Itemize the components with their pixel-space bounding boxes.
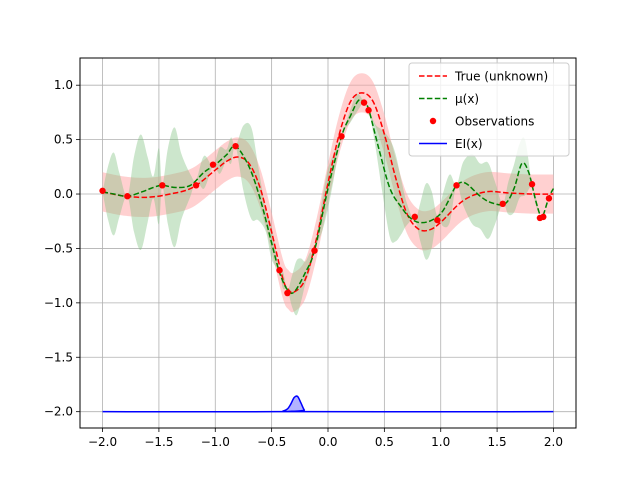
- observation-point: [284, 289, 291, 297]
- observation-point: [453, 182, 460, 189]
- x-tick-label: 1.0: [431, 435, 450, 449]
- true-function-line: [102, 92, 554, 294]
- series-lines: [102, 92, 555, 413]
- y-tick-label: −2.0: [44, 405, 73, 419]
- ei-line: [102, 395, 554, 413]
- observation-point: [124, 193, 131, 200]
- y-tick-label: −1.0: [44, 296, 73, 310]
- observation-point: [232, 142, 239, 150]
- legend-entry-observations: Observations: [455, 115, 534, 129]
- x-tick-label: −2.0: [88, 435, 117, 449]
- mu-line: [102, 98, 555, 295]
- axis-ticks: −2.0 −1.5 −1.0 −0.5 0.0 0.5 1.0 1.5 2.0 1.0 0.5 0.0…: [44, 78, 563, 449]
- y-tick-label: −1.5: [44, 350, 73, 364]
- observation-point: [411, 213, 418, 221]
- y-tick-label: 1.0: [54, 78, 73, 92]
- y-tick-label: −0.5: [44, 241, 73, 255]
- x-tick-label: −0.5: [257, 435, 286, 449]
- observation-point: [209, 161, 217, 168]
- observation-point: [365, 107, 372, 114]
- x-tick-label: 1.5: [488, 435, 507, 449]
- legend-box: [408, 62, 570, 157]
- observation-markers: [99, 99, 553, 297]
- observation-point: [99, 187, 106, 194]
- legend-entry-mu: μ(x): [455, 92, 479, 106]
- legend-entry-ei: EI(x): [455, 137, 483, 151]
- observation-point: [159, 182, 166, 189]
- x-tick-label: 0.5: [375, 435, 394, 449]
- x-tick-label: 2.0: [544, 435, 563, 449]
- mu-confidence-band: [102, 93, 554, 316]
- x-tick-label: −1.5: [144, 435, 173, 449]
- observation-point: [499, 200, 506, 208]
- observation-point: [338, 133, 345, 140]
- true-function-band: [102, 73, 554, 313]
- legend: True (unknown) μ(x) Observations EI(x): [408, 62, 570, 157]
- y-tick-label: 0.0: [54, 187, 73, 201]
- observation-point: [540, 213, 547, 221]
- observation-point: [276, 267, 283, 274]
- observation-point: [434, 216, 441, 224]
- y-tick-label: 0.5: [54, 133, 73, 147]
- observation-point: [528, 181, 536, 188]
- observation-point: [545, 195, 553, 202]
- confidence-bands: [102, 73, 554, 316]
- observation-point: [360, 99, 368, 106]
- legend-entry-true: True (unknown): [454, 70, 548, 84]
- legend-marker: [429, 117, 437, 125]
- x-tick-label: 0.0: [318, 435, 337, 449]
- observation-point: [311, 247, 318, 254]
- x-tick-label: −1.0: [201, 435, 230, 449]
- observation-point: [192, 182, 200, 189]
